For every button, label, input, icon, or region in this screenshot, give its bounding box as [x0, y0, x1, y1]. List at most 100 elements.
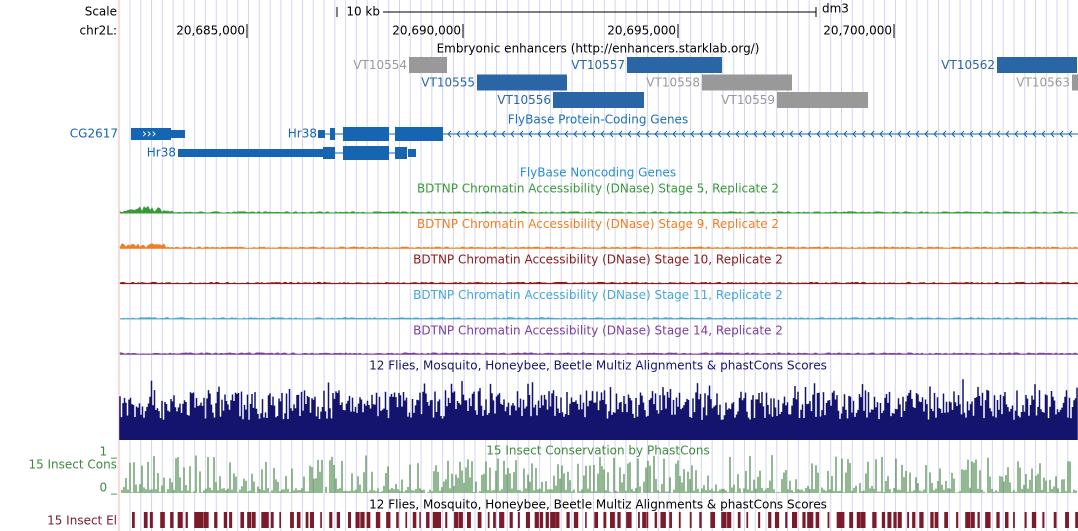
conserved-element — [466, 512, 471, 528]
conserved-element — [261, 512, 267, 528]
conserved-element — [160, 512, 165, 528]
strand-arrow — [1014, 130, 1019, 138]
conserved-element — [887, 512, 892, 528]
conserved-element — [626, 512, 632, 528]
strand-arrow — [915, 130, 920, 138]
enhancer-label: VT10556 — [497, 93, 551, 107]
exon — [343, 127, 389, 141]
enhancer — [1072, 74, 1078, 91]
strand-arrow — [870, 130, 875, 138]
conserved-element — [970, 512, 975, 528]
track-title: Embryonic enhancers (http://enhancers.st… — [437, 42, 760, 56]
enhancer-label: VT10554 — [353, 58, 407, 72]
exon — [395, 147, 407, 159]
strand-arrow — [951, 130, 956, 138]
gene-label: Hr38 — [147, 146, 176, 160]
track-title: BDTNP Chromatin Accessibility (DNase) St… — [413, 324, 783, 338]
conserved-element — [375, 512, 381, 528]
conserved-element — [539, 512, 544, 528]
track-title: BDTNP Chromatin Accessibility (DNase) St… — [417, 182, 779, 196]
conserved-element — [836, 512, 843, 528]
conserved-element — [432, 512, 438, 528]
conserved-element — [849, 512, 854, 528]
strand-arrow — [726, 130, 731, 138]
conserved-element — [240, 512, 245, 528]
utr — [170, 130, 185, 138]
strand-arrow — [492, 130, 497, 138]
strand-arrow — [996, 130, 1001, 138]
conserved-element — [721, 512, 727, 528]
exon — [395, 127, 443, 141]
strand-arrow — [537, 130, 542, 138]
enhancer — [627, 57, 722, 73]
strand-arrow — [708, 130, 713, 138]
conserved-element — [646, 512, 649, 528]
conserved-element — [802, 512, 806, 528]
strand-arrow — [618, 130, 623, 138]
strand-arrow — [906, 130, 911, 138]
strand-arrow — [942, 130, 947, 138]
strand-arrow — [753, 130, 758, 138]
exon — [323, 147, 335, 159]
strand-arrow — [510, 130, 515, 138]
conserved-element — [1065, 512, 1069, 528]
strand-arrow — [600, 130, 605, 138]
exon — [330, 128, 335, 140]
conserved-element — [585, 512, 587, 528]
conserved-element — [555, 512, 560, 528]
conserved-element — [573, 512, 579, 528]
strand-arrow — [807, 130, 812, 138]
strand-arrow — [447, 130, 452, 138]
strand-arrow — [690, 130, 695, 138]
strand-arrow — [591, 130, 596, 138]
conserved-element — [305, 512, 309, 528]
multiz-signal — [119, 379, 1078, 440]
conserved-element — [247, 512, 252, 528]
conserved-element — [893, 512, 897, 528]
conserved-element — [660, 512, 666, 528]
scale-label: Scale — [85, 5, 117, 19]
conserved-element — [419, 512, 421, 528]
utr — [178, 149, 330, 157]
conserved-element — [223, 512, 228, 528]
conserved-element — [934, 512, 939, 528]
conserved-element — [477, 512, 482, 528]
strand-arrow — [654, 130, 659, 138]
enhancer-label: VT10559 — [721, 93, 775, 107]
strand-arrow — [852, 130, 857, 138]
position-label: 20,700,000 — [823, 24, 892, 38]
enhancer — [997, 57, 1077, 73]
conserved-element — [872, 512, 877, 528]
strand-arrow — [699, 130, 704, 138]
conserved-element — [897, 512, 902, 528]
conserved-element — [566, 512, 570, 528]
strand-arrow — [861, 130, 866, 138]
conserved-element — [445, 512, 448, 528]
cons-signal — [121, 455, 1077, 493]
strand-arrows: ››› — [142, 127, 156, 141]
exon — [343, 146, 389, 160]
strand-arrow — [789, 130, 794, 138]
conserved-element — [737, 512, 741, 528]
signal — [119, 205, 1078, 214]
strand-arrow — [879, 130, 884, 138]
strand-arrow — [1005, 130, 1010, 138]
conserved-element — [785, 512, 788, 528]
conserved-element — [774, 512, 780, 528]
conserved-element — [1042, 512, 1045, 528]
strand-arrow — [645, 130, 650, 138]
conserved-element — [185, 512, 188, 528]
strand-arrow — [582, 130, 587, 138]
conserved-element — [815, 512, 820, 528]
enhancer — [702, 74, 792, 91]
conserved-element — [610, 512, 615, 528]
enhancer — [409, 57, 447, 73]
track-title: 12 Flies, Mosquito, Honeybee, Beetle Mul… — [369, 498, 827, 512]
strand-arrow — [1059, 130, 1064, 138]
position-label: 20,695,000 — [607, 24, 676, 38]
chrom-label: chr2L: — [80, 24, 118, 38]
conserved-element — [638, 512, 640, 528]
strand-arrow — [483, 130, 488, 138]
track-title: BDTNP Chromatin Accessibility (DNase) St… — [413, 253, 783, 267]
